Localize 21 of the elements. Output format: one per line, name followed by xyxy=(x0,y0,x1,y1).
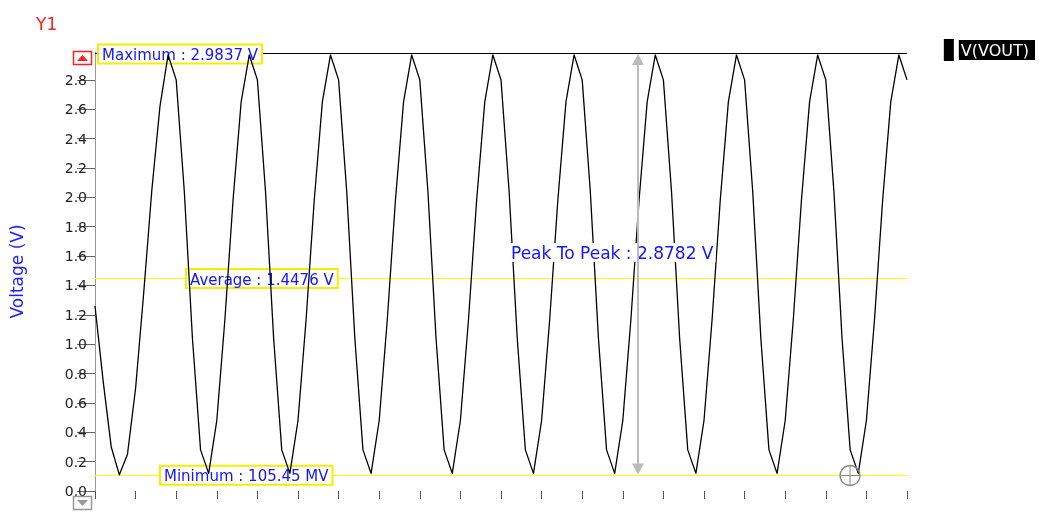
y-tick-label: 0.0 xyxy=(64,483,87,499)
y-tick-label: 2.6 xyxy=(64,101,88,118)
y-tick-label: 2.8 xyxy=(64,71,87,88)
y-tick-label: 1.6 xyxy=(64,248,88,265)
y-tick-label: 1.0 xyxy=(64,336,87,353)
y-tick-label: 1.8 xyxy=(64,218,87,235)
y-tick-label: 1.4 xyxy=(64,277,88,294)
y-tick-label: 1.2 xyxy=(64,306,87,323)
y-tick-label: 2.0 xyxy=(64,189,87,206)
ref-line-label: Minimum : 105.45 MV xyxy=(164,467,330,486)
y-tick-label: 0.2 xyxy=(64,453,87,470)
y-tick-label: 0.8 xyxy=(64,365,87,382)
y-tick-label: 2.4 xyxy=(64,130,88,147)
annotation: Peak To Peak : 2.8782 V xyxy=(511,242,714,263)
y-axis-title: Voltage (V) xyxy=(6,224,27,319)
text: Y1 xyxy=(35,13,58,34)
y-tick-label: 0.6 xyxy=(64,394,88,411)
ref-line-label: Maximum : 2.9837 V xyxy=(102,45,259,64)
legend-label: V(VOUT) xyxy=(960,40,1029,60)
y-tick-label: 2.2 xyxy=(64,159,87,176)
y-tick-label: 0.4 xyxy=(64,424,88,441)
